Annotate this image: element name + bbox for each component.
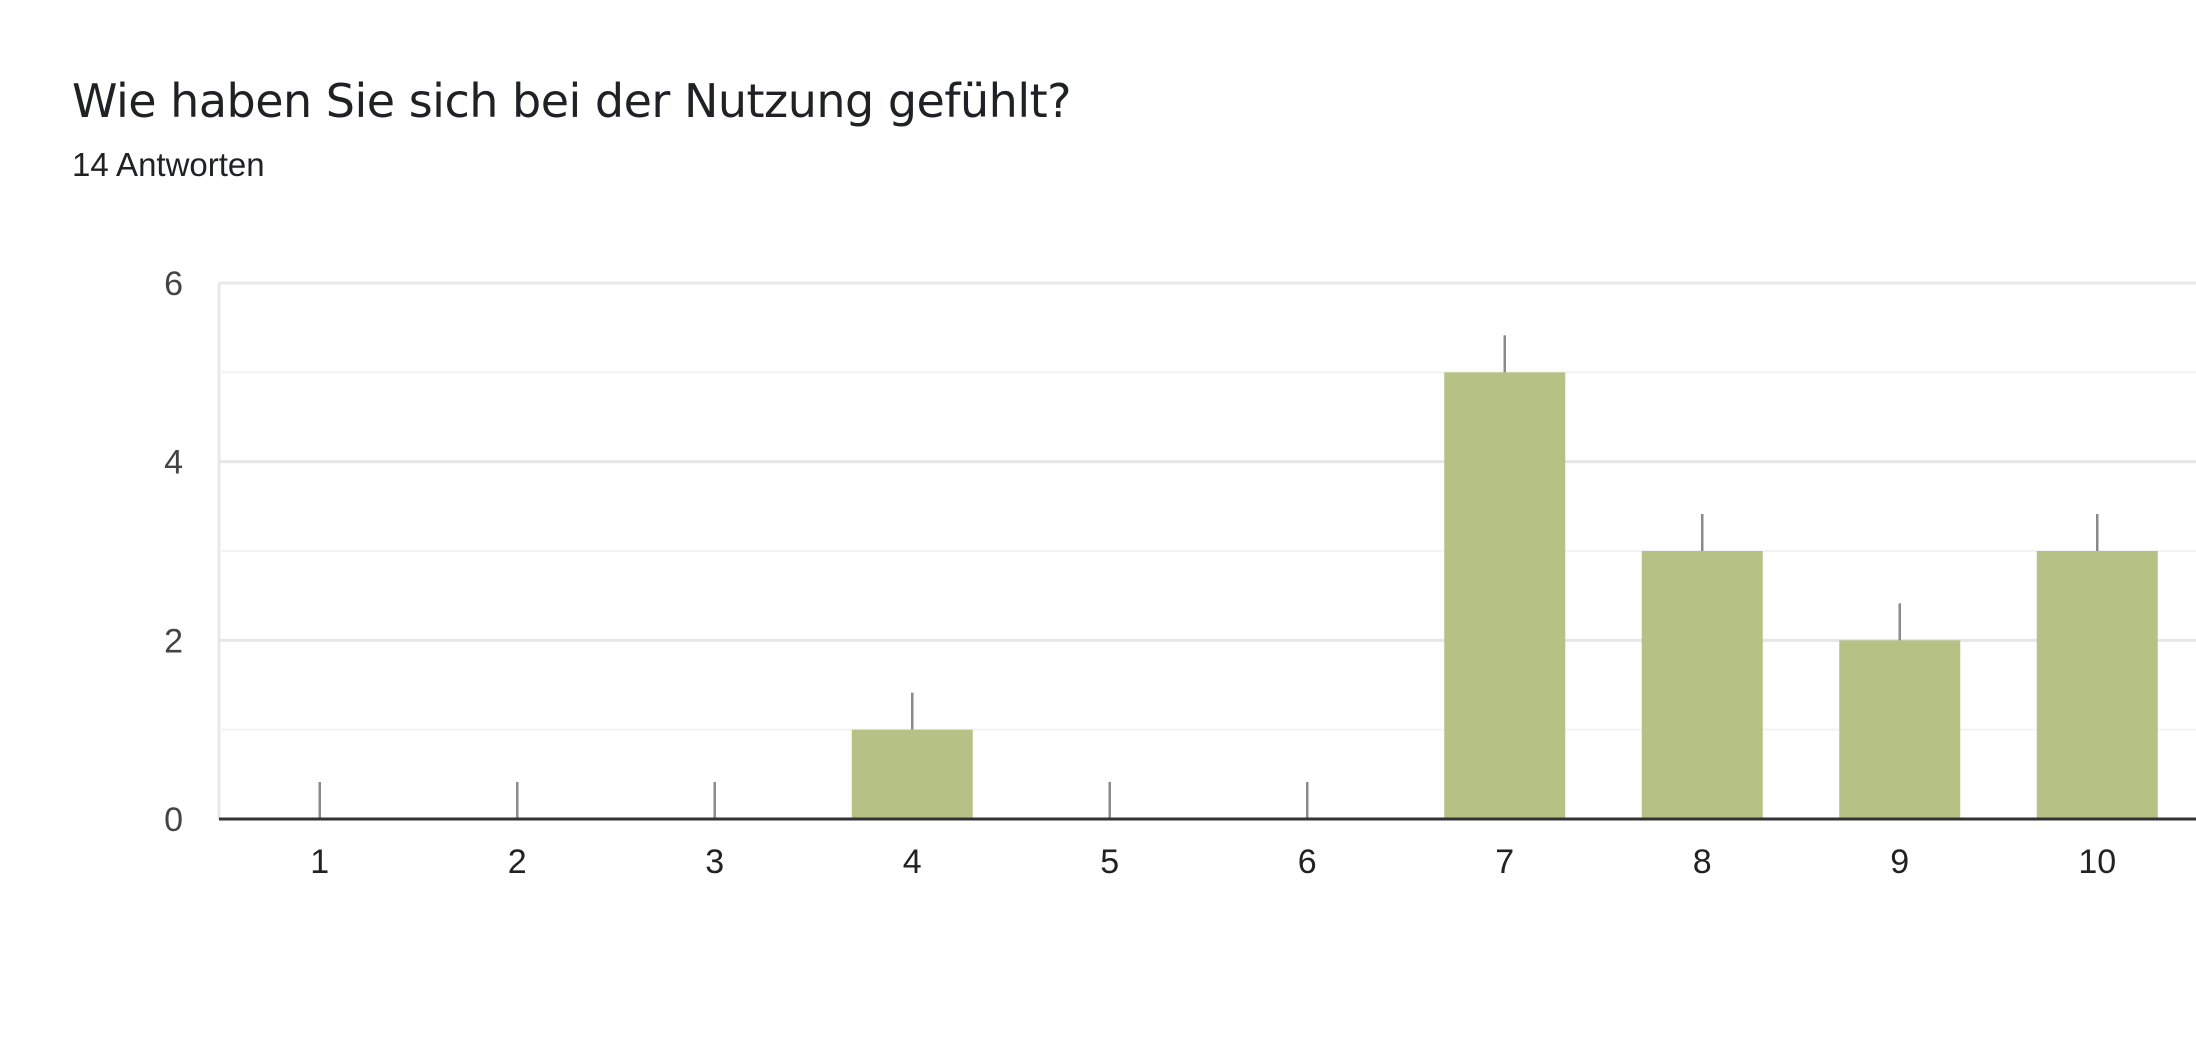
x-tick-label: 7 bbox=[1495, 843, 1514, 881]
x-tick-label: 10 bbox=[2078, 843, 2116, 881]
x-tick-label: 1 bbox=[310, 843, 329, 881]
y-tick-label: 0 bbox=[164, 801, 183, 839]
x-tick-label: 6 bbox=[1298, 843, 1317, 881]
chart-title: Wie haben Sie sich bei der Nutzung gefüh… bbox=[72, 74, 1072, 128]
y-tick-label: 4 bbox=[164, 444, 183, 482]
x-tick-label: 2 bbox=[508, 843, 527, 881]
y-tick-label: 2 bbox=[164, 622, 183, 660]
x-tick-label: 5 bbox=[1100, 843, 1119, 881]
bar bbox=[1641, 551, 1763, 819]
response-count: 14 Antworten bbox=[72, 146, 265, 183]
x-tick-label: 9 bbox=[1890, 843, 1909, 881]
bar bbox=[1444, 372, 1566, 819]
bar bbox=[851, 729, 973, 819]
bar bbox=[2036, 551, 2158, 819]
bar bbox=[1839, 640, 1961, 819]
x-tick-label: 3 bbox=[705, 843, 724, 881]
y-tick-label: 6 bbox=[164, 265, 183, 303]
x-tick-label: 4 bbox=[903, 843, 922, 881]
x-tick-label: 8 bbox=[1693, 843, 1712, 881]
